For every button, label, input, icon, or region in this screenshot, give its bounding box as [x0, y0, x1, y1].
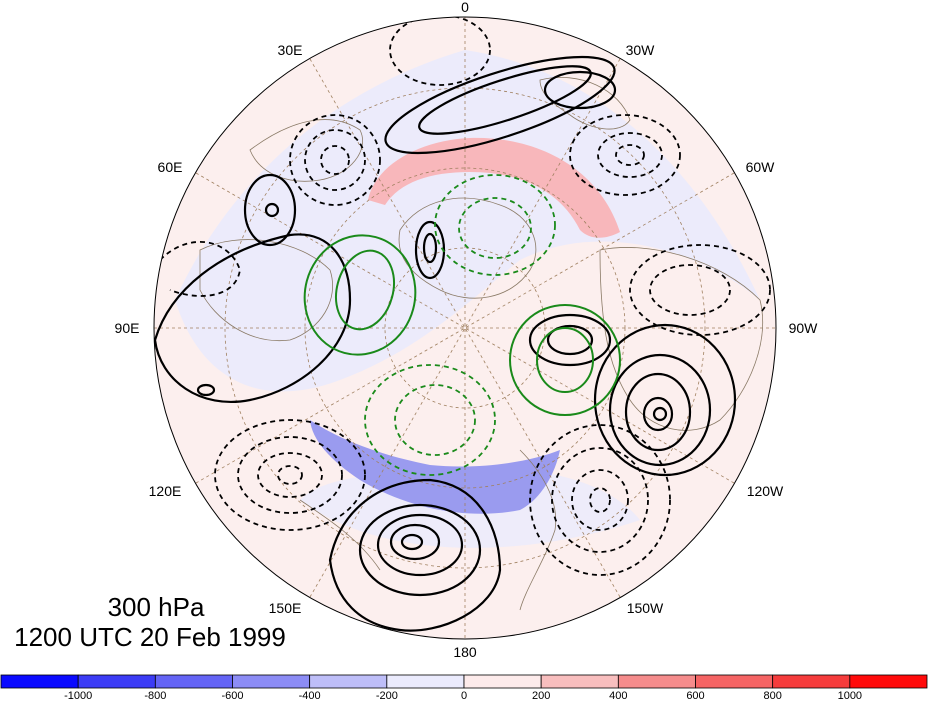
colorbar-box	[695, 674, 774, 689]
lon-label-150w: 150W	[627, 600, 664, 616]
colorbar-box	[0, 674, 79, 689]
colorbar-tick-label: -1000	[64, 690, 92, 702]
colorbar-box	[309, 674, 388, 689]
colorbar: -1000 -800 -600 -400 -200 0 200 400 600 800 1000	[0, 674, 928, 702]
pressure-level-title: 300 hPa	[107, 592, 205, 622]
lon-label-90w: 90W	[789, 320, 819, 336]
colorbar-tick-label: -600	[221, 690, 243, 702]
shading-negative-band	[310, 420, 560, 514]
colorbar-tick-label: 800	[763, 690, 781, 702]
colorbar-tick-label: -200	[376, 690, 398, 702]
contours-positive	[154, 55, 737, 632]
lon-label-60e: 60E	[158, 159, 183, 175]
colorbar-box	[772, 674, 851, 689]
colorbar-tick-label: 1000	[838, 690, 862, 702]
colorbar-tick-label: 200	[532, 690, 550, 702]
colorbar-tick-label: -400	[299, 690, 321, 702]
lon-label-60w: 60W	[746, 159, 776, 175]
colorbar-boxes	[0, 674, 928, 689]
title-block: 300 hPa 1200 UTC 20 Feb 1999	[0, 592, 300, 652]
colorbar-box	[849, 674, 928, 689]
contours-negative	[159, 17, 771, 576]
lon-label-180: 180	[453, 644, 477, 660]
colorbar-box	[540, 674, 619, 689]
lon-label-30w: 30W	[626, 42, 656, 58]
lon-label-90e: 90E	[115, 320, 140, 336]
shading-positive-band	[368, 137, 620, 238]
lon-label-150e: 150E	[269, 600, 302, 616]
colorbar-box	[232, 674, 311, 689]
colorbar-box	[463, 674, 542, 689]
colorbar-box	[154, 674, 233, 689]
colorbar-box	[77, 674, 156, 689]
colorbar-tick-label: 400	[609, 690, 627, 702]
colorbar-tick-label: 0	[461, 690, 467, 702]
lon-label-120w: 120W	[747, 483, 784, 499]
lon-label-120e: 120E	[149, 483, 182, 499]
colorbar-tick-label: 600	[686, 690, 704, 702]
valid-time-title: 1200 UTC 20 Feb 1999	[14, 622, 286, 652]
colorbar-tick-label: -800	[144, 690, 166, 702]
colorbar-ticks: -1000 -800 -600 -400 -200 0 200 400 600 800 1000	[64, 690, 862, 702]
contours-overlay-solid	[303, 234, 621, 416]
lon-label-30e: 30E	[278, 42, 303, 58]
contours-overlay-dashed	[364, 174, 556, 476]
colorbar-box	[386, 674, 465, 689]
longitude-labels: 0 30E 30W 60E 60W 90E 90W 120E 120W 150E…	[115, 0, 819, 660]
graticule	[154, 17, 776, 639]
map-disk	[154, 17, 776, 639]
map-border	[153, 16, 777, 640]
colorbar-box	[617, 674, 696, 689]
lon-label-0: 0	[461, 0, 469, 15]
